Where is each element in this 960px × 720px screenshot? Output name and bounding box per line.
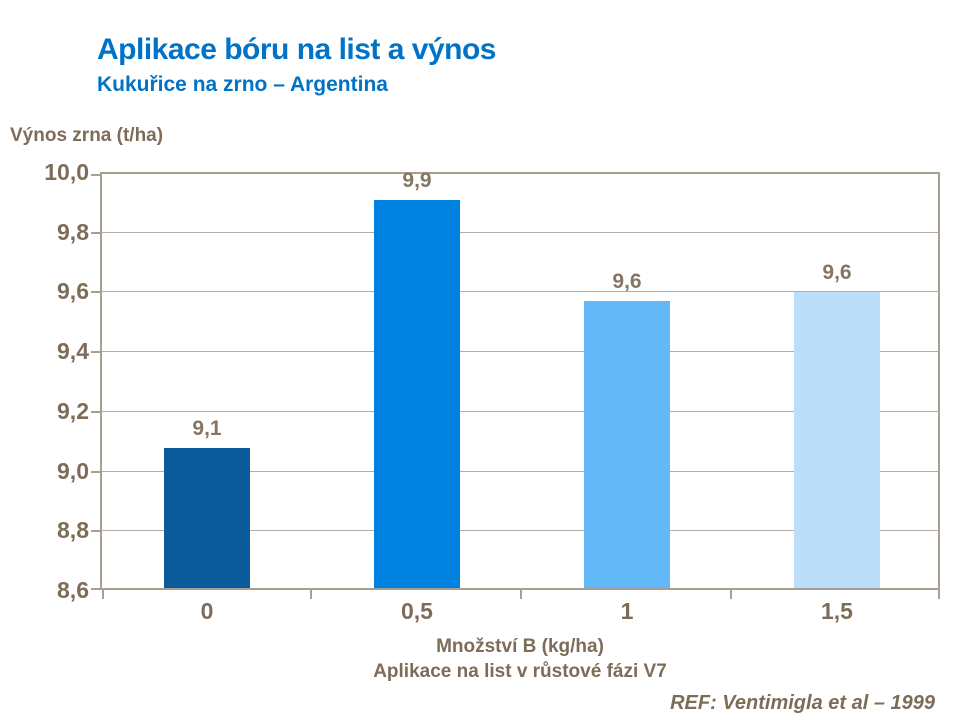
y-tick-label: 9,0 bbox=[57, 458, 89, 484]
y-tick-label: 9,2 bbox=[57, 398, 89, 424]
x-tick-label: 0,5 bbox=[401, 598, 433, 624]
x-tick-mark bbox=[730, 590, 732, 599]
x-tick-mark bbox=[102, 590, 104, 599]
x-axis-title-line2: Aplikace na list v růstové fázi V7 bbox=[373, 661, 667, 682]
y-tick-mark bbox=[91, 411, 100, 413]
x-tick-mark bbox=[310, 590, 312, 599]
page-title: Aplikace bóru na list a výnos bbox=[97, 33, 496, 66]
y-tick-mark bbox=[91, 291, 100, 293]
gridline bbox=[102, 232, 938, 233]
y-axis-title: Výnos zrna (t/ha) bbox=[10, 125, 164, 146]
y-tick-label: 9,4 bbox=[57, 338, 89, 364]
x-tick-label: 1,5 bbox=[821, 598, 853, 624]
gridline bbox=[102, 530, 938, 531]
y-tick-label: 8,6 bbox=[57, 577, 89, 603]
x-axis-title: Množství B (kg/ha) Aplikace na list v rů… bbox=[100, 634, 940, 684]
y-tick-mark bbox=[91, 588, 100, 590]
bar-value-label: 9,6 bbox=[822, 261, 852, 284]
y-tick-mark bbox=[91, 351, 100, 353]
plot-area: 10,0 9,8 9,6 9,4 9,2 9,0 8,8 8,6 9,1 0 9,9 0,5 9,6 1 9… bbox=[44, 159, 940, 624]
y-tick-mark bbox=[91, 232, 100, 234]
bar bbox=[374, 200, 460, 588]
gridline bbox=[102, 351, 938, 352]
gridline bbox=[102, 411, 938, 412]
bar bbox=[164, 448, 250, 588]
bar bbox=[584, 301, 670, 588]
bar-value-label: 9,9 bbox=[402, 169, 432, 192]
page-subtitle: Kukuřice na zrno – Argentina bbox=[97, 73, 388, 96]
x-tick-mark bbox=[938, 590, 940, 599]
y-tick-mark bbox=[91, 471, 100, 473]
y-tick-mark bbox=[91, 530, 100, 532]
y-tick-mark bbox=[91, 174, 100, 176]
y-tick-label: 9,6 bbox=[57, 278, 89, 304]
bar-value-label: 9,6 bbox=[612, 270, 642, 293]
reference-text: REF: Ventimigla et al – 1999 bbox=[670, 692, 935, 714]
y-tick-label: 9,8 bbox=[57, 219, 89, 245]
x-tick-mark bbox=[520, 590, 522, 599]
x-axis-title-line1: Množství B (kg/ha) bbox=[436, 636, 604, 657]
gridline bbox=[102, 291, 938, 292]
bar-value-label: 9,1 bbox=[192, 417, 222, 440]
x-tick-label: 1 bbox=[620, 598, 634, 624]
bar bbox=[794, 292, 880, 588]
y-tick-label: 8,8 bbox=[57, 517, 89, 543]
y-tick-label: 10,0 bbox=[44, 159, 89, 185]
gridline bbox=[102, 471, 938, 472]
x-tick-label: 0 bbox=[200, 598, 214, 624]
